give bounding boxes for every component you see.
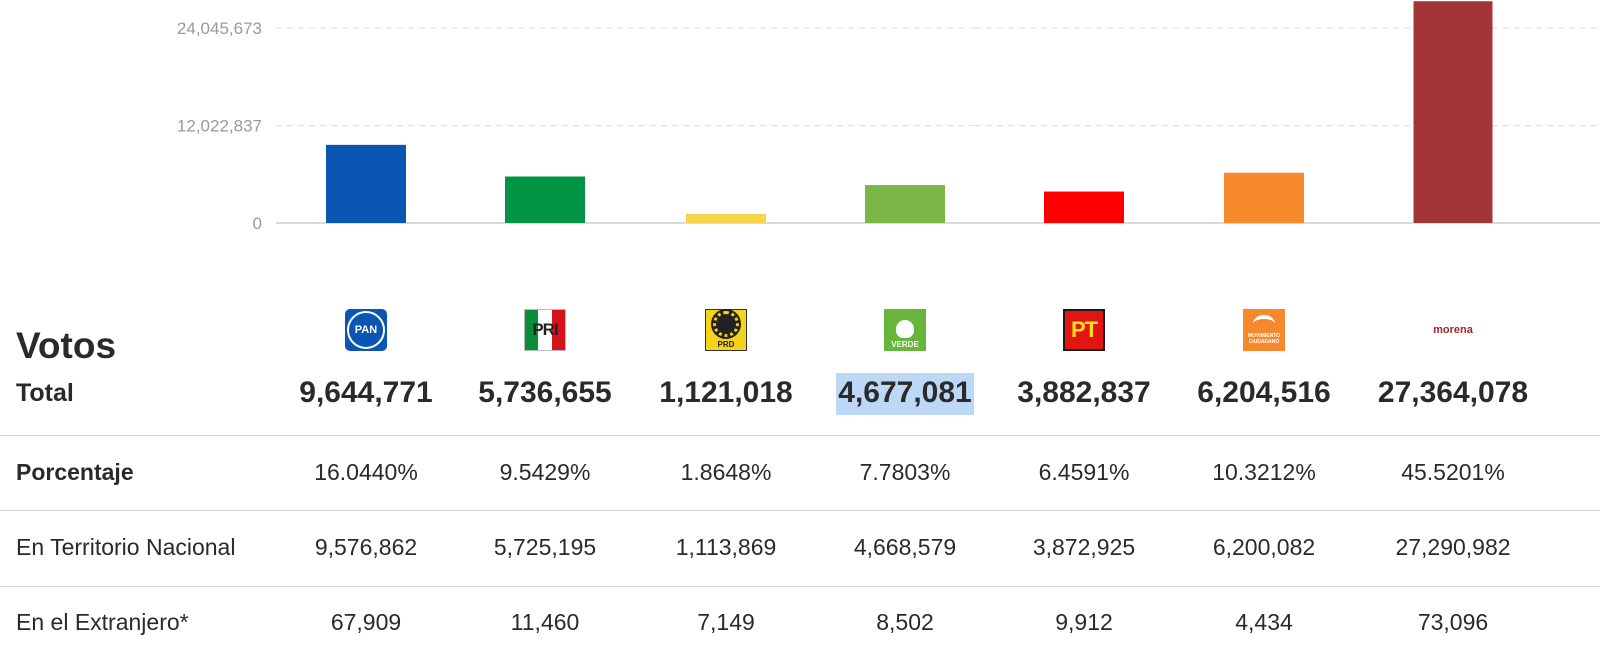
table-cell: 27,290,982: [1395, 534, 1511, 560]
table-cell: 11,460: [510, 609, 580, 635]
row-label: En el Extranjero*: [16, 609, 189, 635]
y-tick-label: 0: [253, 214, 262, 233]
verde-logo-icon: VERDE: [815, 308, 995, 352]
divider: [0, 510, 1600, 511]
total-votes-cell: 1,121,018: [659, 376, 793, 409]
y-tick-label: 12,022,837: [177, 117, 262, 136]
table-cell: 10.3212%: [1212, 459, 1316, 485]
bar-pan[interactable]: [326, 144, 406, 223]
table-cell: 7,149: [697, 609, 755, 635]
table-cell: 1.8648%: [680, 459, 772, 485]
table-cell: 9.5429%: [499, 459, 591, 485]
table-cell: 5,725,195: [493, 534, 597, 560]
table-cell: 7.7803%: [859, 459, 951, 485]
table-cell: 8,502: [876, 609, 934, 635]
table-cell: 6.4591%: [1038, 459, 1130, 485]
table-cell: 73,096: [1417, 609, 1489, 635]
table-cell: 16.0440%: [314, 459, 418, 485]
table-cell: 3,872,925: [1032, 534, 1136, 560]
movimiento-ciudadano-logo-icon: MOVIMIENTO CIUDADANO: [1174, 308, 1354, 352]
bar-prd[interactable]: [686, 213, 766, 223]
morena-logo-icon: morena: [1433, 324, 1473, 336]
bar-verde[interactable]: [865, 185, 945, 223]
pt-logo-icon: PT: [994, 308, 1174, 352]
bar-morena[interactable]: [1413, 1, 1493, 223]
total-votes-cell: 27,364,078: [1377, 376, 1529, 409]
table-cell: 1,113,869: [675, 534, 777, 560]
total-votes-cell: 3,882,837: [1017, 376, 1151, 409]
bar-pri[interactable]: [505, 176, 585, 223]
table-cell: 4,434: [1235, 609, 1293, 635]
pri-logo-icon: PRI: [455, 308, 635, 352]
total-votes-cell: 4,677,081: [815, 373, 995, 415]
total-row-label: Total: [16, 379, 74, 407]
divider: [0, 435, 1600, 436]
row-label: Porcentaje: [16, 459, 134, 485]
table-cell: 4,668,579: [853, 534, 957, 560]
pan-logo-icon: PAN: [276, 308, 456, 352]
table-cell: 9,912: [1055, 609, 1113, 635]
votes-bar-chart: 0 12,022,837 24,045,673: [177, 1, 1600, 233]
table-cell: 9,576,862: [314, 534, 418, 560]
bar-pt[interactable]: [1044, 191, 1124, 223]
table-cell: 6,200,082: [1212, 534, 1316, 560]
table-cell: 45.5201%: [1401, 459, 1505, 485]
row-label: En Territorio Nacional: [16, 534, 236, 560]
total-votes-cell: 6,204,516: [1197, 376, 1331, 409]
votes-title: Votos: [16, 325, 117, 366]
y-tick-label: 24,045,673: [177, 19, 262, 38]
table-cell: 67,909: [330, 609, 402, 635]
total-votes-cell: 9,644,771: [299, 376, 433, 409]
divider: [0, 586, 1600, 587]
bar-movimiento-ciudadano[interactable]: [1224, 172, 1304, 223]
total-votes-cell: 5,736,655: [478, 376, 612, 409]
prd-logo-icon: PRD: [636, 308, 816, 352]
